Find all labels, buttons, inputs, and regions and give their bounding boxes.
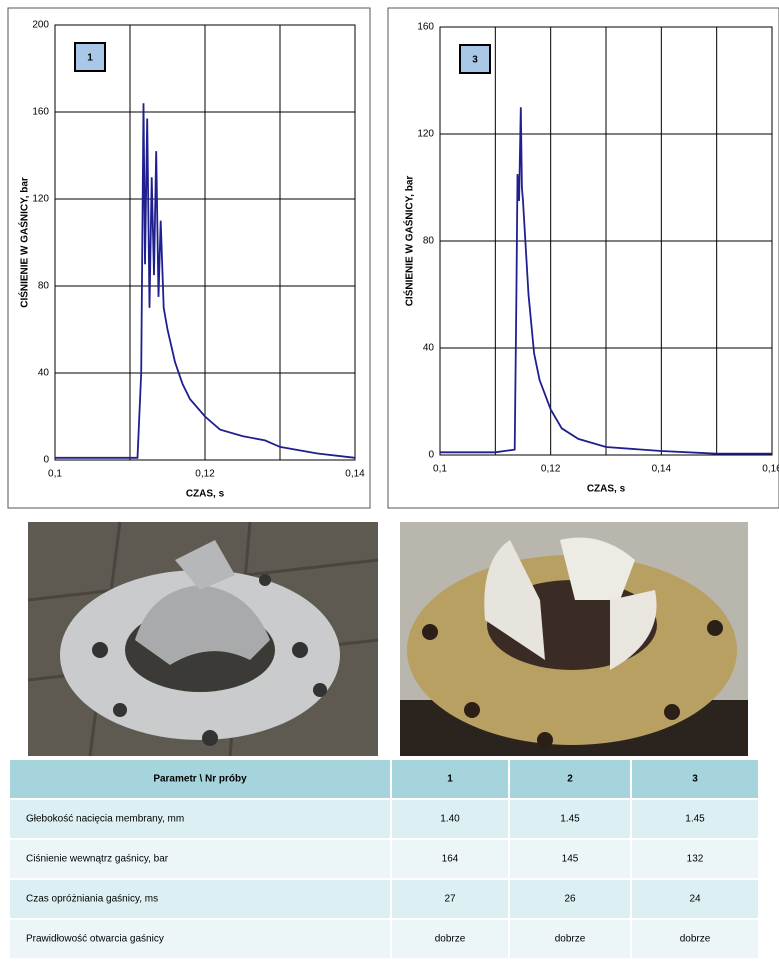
table-cell — [632, 920, 758, 958]
table-cell — [392, 800, 508, 838]
cell-text: Prawidłowość otwarcia gaśnicy — [26, 934, 164, 945]
table-cell — [632, 840, 758, 878]
table-cell — [510, 880, 630, 918]
table-cell — [392, 840, 508, 878]
photo-right — [400, 522, 748, 756]
cell-text: 164 — [442, 854, 459, 865]
cell-text: 24 — [689, 894, 701, 905]
panel-label-box — [459, 44, 491, 74]
plot-frame — [54, 24, 356, 461]
header-cell — [632, 760, 758, 798]
cell-text: 1.40 — [440, 814, 460, 825]
cell-text: Ciśnienie wewnątrz gaśnicy, bar — [26, 854, 169, 865]
y-tick-label: 200 — [32, 20, 49, 31]
header-cell — [10, 760, 390, 798]
y-tick-label: 160 — [32, 107, 49, 118]
y-tick-label: 40 — [423, 343, 435, 354]
table-cell — [510, 920, 630, 958]
y-tick-label: 120 — [32, 194, 49, 205]
panel-label: 3 — [472, 55, 478, 66]
x-tick-label: 0,14 — [652, 464, 672, 475]
cell-text: dobrze — [680, 934, 711, 945]
pressure-line — [55, 103, 356, 459]
table-cell — [632, 800, 758, 838]
x-tick-label: 0,12 — [541, 464, 561, 475]
table-cell — [632, 880, 758, 918]
photo-left — [27, 521, 379, 757]
cell-text: 145 — [562, 854, 579, 865]
x-axis-label: CZAS, s — [186, 489, 225, 500]
cell-text: 1.45 — [560, 814, 580, 825]
y-tick-label: 120 — [417, 129, 434, 140]
panel-frame — [387, 7, 779, 509]
plot-frame — [439, 26, 773, 456]
x-tick-label: 0,1 — [48, 469, 62, 480]
panel-frame — [7, 7, 371, 509]
y-axis-label: CIŚNIENIE W GAŚNICY, bar — [18, 177, 31, 308]
header-text: 1 — [447, 774, 453, 785]
cell-text: dobrze — [435, 934, 466, 945]
cell-text: Głebokość nacięcia membrany, mm — [26, 814, 184, 825]
y-tick-label: 40 — [38, 368, 50, 379]
y-axis-label: CIŚNIENIE W GAŚNICY, bar — [403, 176, 416, 307]
table-cell — [10, 880, 390, 918]
chart-panel: 0 40 80 120 160 200 0,1 0,12 0,14 1 CZAS, s CIŚNIEN… — [7, 7, 371, 509]
header-cell — [510, 760, 630, 798]
y-tick-label: 0 — [43, 455, 49, 466]
table-cell — [510, 800, 630, 838]
panel-label: 1 — [87, 53, 93, 64]
header-text: 2 — [567, 774, 573, 785]
y-tick-label: 160 — [417, 22, 434, 33]
pressure-line — [440, 107, 772, 455]
table-cell — [510, 840, 630, 878]
cell-text: 27 — [444, 894, 456, 905]
header-text: Parametr \ Nr próby — [153, 774, 247, 785]
table-cell — [10, 800, 390, 838]
x-tick-label: 0,1 — [433, 464, 447, 475]
table-cell — [392, 920, 508, 958]
x-axis-label: CZAS, s — [587, 484, 626, 495]
table-cell — [392, 880, 508, 918]
y-tick-label: 80 — [38, 281, 50, 292]
table-cell — [10, 840, 390, 878]
cell-text: 132 — [687, 854, 704, 865]
cell-text: dobrze — [555, 934, 586, 945]
cell-text: Czas opróżniania gaśnicy, ms — [26, 894, 158, 905]
table: Parametr \ Nr próby 1 2 3 Głebokość nacięcia… — [10, 760, 758, 958]
x-tick-label: 0,16 — [762, 464, 779, 475]
table-cell — [10, 920, 390, 958]
cell-text: 26 — [564, 894, 576, 905]
y-tick-label: 80 — [423, 236, 435, 247]
x-tick-label: 0,12 — [195, 469, 215, 480]
header-cell — [392, 760, 508, 798]
y-tick-label: 0 — [428, 450, 434, 461]
x-tick-label: 0,14 — [345, 469, 365, 480]
panel-label-box — [74, 42, 106, 72]
chart-panel: 0 40 80 120 160 0,1 0,12 0,14 0,16 3 CZAS, s CIŚNIE… — [387, 7, 779, 509]
cell-text: 1.45 — [685, 814, 705, 825]
header-text: 3 — [692, 774, 698, 785]
